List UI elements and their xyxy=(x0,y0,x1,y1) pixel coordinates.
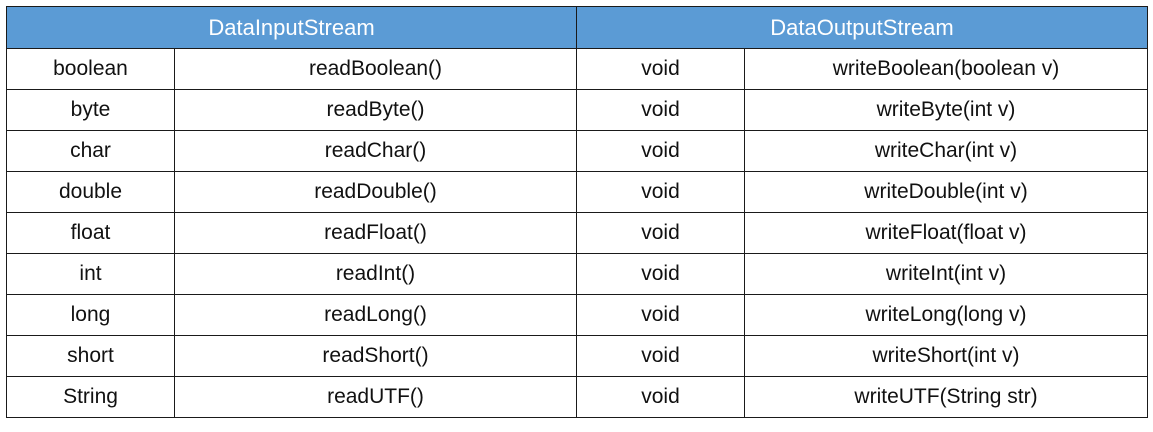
data-output-stream-header: DataOutputStream xyxy=(576,6,1148,49)
stream-methods-table: DataInputStream DataOutputStream boolean… xyxy=(6,6,1148,418)
input-type-cell: int xyxy=(6,253,175,295)
table-row: double readDouble() void writeDouble(int… xyxy=(6,171,1148,213)
write-method-cell: writeDouble(int v) xyxy=(744,171,1148,213)
table-body: boolean readBoolean() void writeBoolean(… xyxy=(6,48,1148,418)
read-method-cell: readByte() xyxy=(174,89,577,131)
table-row: boolean readBoolean() void writeBoolean(… xyxy=(6,48,1148,90)
return-type-cell: void xyxy=(576,48,745,90)
return-type-cell: void xyxy=(576,130,745,172)
read-method-cell: readShort() xyxy=(174,335,577,377)
read-method-cell: readLong() xyxy=(174,294,577,336)
read-method-cell: readBoolean() xyxy=(174,48,577,90)
input-type-cell: char xyxy=(6,130,175,172)
input-type-cell: short xyxy=(6,335,175,377)
write-method-cell: writeBoolean(boolean v) xyxy=(744,48,1148,90)
read-method-cell: readDouble() xyxy=(174,171,577,213)
table-row: char readChar() void writeChar(int v) xyxy=(6,130,1148,172)
table-row: float readFloat() void writeFloat(float … xyxy=(6,212,1148,254)
read-method-cell: readChar() xyxy=(174,130,577,172)
input-type-cell: float xyxy=(6,212,175,254)
input-type-cell: String xyxy=(6,376,175,418)
return-type-cell: void xyxy=(576,89,745,131)
return-type-cell: void xyxy=(576,376,745,418)
return-type-cell: void xyxy=(576,212,745,254)
read-method-cell: readUTF() xyxy=(174,376,577,418)
write-method-cell: writeChar(int v) xyxy=(744,130,1148,172)
stream-table-container: DataInputStream DataOutputStream boolean… xyxy=(6,6,1148,418)
return-type-cell: void xyxy=(576,335,745,377)
write-method-cell: writeInt(int v) xyxy=(744,253,1148,295)
table-row: byte readByte() void writeByte(int v) xyxy=(6,89,1148,131)
table-header: DataInputStream DataOutputStream xyxy=(6,6,1148,49)
input-type-cell: byte xyxy=(6,89,175,131)
read-method-cell: readInt() xyxy=(174,253,577,295)
write-method-cell: writeLong(long v) xyxy=(744,294,1148,336)
table-row: String readUTF() void writeUTF(String st… xyxy=(6,376,1148,418)
input-type-cell: long xyxy=(6,294,175,336)
table-row: short readShort() void writeShort(int v) xyxy=(6,335,1148,377)
return-type-cell: void xyxy=(576,253,745,295)
table-row: int readInt() void writeInt(int v) xyxy=(6,253,1148,295)
write-method-cell: writeUTF(String str) xyxy=(744,376,1148,418)
write-method-cell: writeByte(int v) xyxy=(744,89,1148,131)
table-row: long readLong() void writeLong(long v) xyxy=(6,294,1148,336)
return-type-cell: void xyxy=(576,171,745,213)
read-method-cell: readFloat() xyxy=(174,212,577,254)
data-input-stream-header: DataInputStream xyxy=(6,6,577,49)
input-type-cell: double xyxy=(6,171,175,213)
write-method-cell: writeFloat(float v) xyxy=(744,212,1148,254)
return-type-cell: void xyxy=(576,294,745,336)
header-row: DataInputStream DataOutputStream xyxy=(6,6,1148,49)
write-method-cell: writeShort(int v) xyxy=(744,335,1148,377)
input-type-cell: boolean xyxy=(6,48,175,90)
